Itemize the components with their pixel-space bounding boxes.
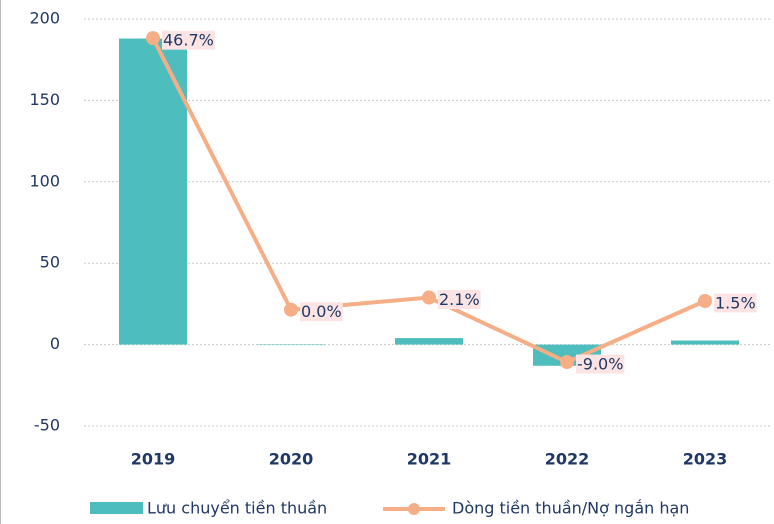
line bbox=[151, 37, 706, 365]
line-point bbox=[284, 302, 298, 317]
y-tick-label: 200 bbox=[29, 9, 60, 28]
data-label-bg bbox=[576, 354, 625, 374]
bar bbox=[671, 340, 739, 345]
legend-label: Lưu chuyển tiền thuần bbox=[147, 499, 327, 518]
legend-swatch-point bbox=[408, 503, 420, 515]
legend-swatch bbox=[90, 502, 143, 514]
line-point bbox=[422, 290, 436, 305]
line-point bbox=[146, 31, 160, 46]
data-label: 0.0% bbox=[301, 302, 342, 321]
x-tick-label: 2023 bbox=[683, 450, 728, 469]
bar bbox=[395, 338, 463, 345]
data-label: 2.1% bbox=[439, 290, 480, 309]
y-tick-label: -50 bbox=[34, 416, 60, 435]
x-tick-label: 2022 bbox=[545, 450, 590, 469]
bar bbox=[257, 344, 325, 346]
line-point bbox=[698, 293, 712, 308]
data-label: 46.7% bbox=[163, 31, 214, 50]
x-tick-label: 2021 bbox=[407, 450, 452, 469]
x-tick-label: 2020 bbox=[269, 450, 314, 469]
y-tick-label: 50 bbox=[40, 253, 60, 272]
y-tick-label: 150 bbox=[29, 90, 60, 109]
bar bbox=[119, 38, 187, 345]
data-label-bg bbox=[300, 302, 343, 322]
legend-label: Dòng tiền thuần/Nợ ngắn hạn bbox=[452, 499, 689, 518]
data-label-bg bbox=[714, 293, 757, 313]
x-tick-label: 2019 bbox=[131, 450, 176, 469]
data-label-bg bbox=[162, 30, 215, 50]
y-tick-label: 0 bbox=[50, 334, 60, 353]
data-label-bg bbox=[438, 290, 481, 310]
data-label: 1.5% bbox=[715, 293, 756, 312]
data-label: -9.0% bbox=[577, 355, 623, 374]
line-point bbox=[560, 355, 574, 370]
y-tick-label: 100 bbox=[29, 171, 60, 190]
